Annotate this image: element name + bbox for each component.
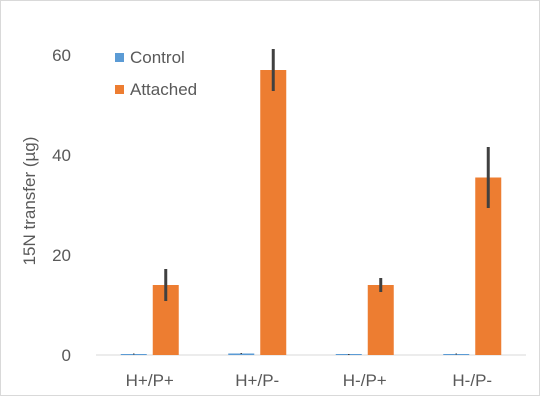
y-axis-title-group: 15N transfer (µg) <box>20 137 39 266</box>
x-tick-label: H+/P+ <box>126 371 174 390</box>
legend: Control Attached <box>115 48 197 99</box>
y-tick-label: 40 <box>52 146 71 165</box>
x-tick-label: H+/P- <box>235 371 279 390</box>
y-axis-title: 15N transfer (µg) <box>20 137 39 266</box>
y-tick-label: 20 <box>52 246 71 265</box>
legend-swatch-attached <box>115 85 124 94</box>
x-tick-label: H-/P- <box>452 371 492 390</box>
bars-group <box>120 70 502 355</box>
bar-attached-2 <box>260 70 287 355</box>
legend-swatch-control <box>115 53 124 62</box>
error-bars-group <box>133 49 490 355</box>
legend-label-control: Control <box>130 48 185 67</box>
bar-control-2 <box>228 353 255 355</box>
y-tick-label: 60 <box>52 46 71 65</box>
legend-label-attached: Attached <box>130 80 197 99</box>
y-tick-label: 0 <box>62 346 71 365</box>
bar-attached-3 <box>367 285 394 355</box>
y-tick-labels: 0 20 40 60 <box>52 46 71 365</box>
x-tick-labels: H+/P+ H+/P- H-/P+ H-/P- <box>126 371 492 390</box>
x-tick-label: H-/P+ <box>343 371 387 390</box>
